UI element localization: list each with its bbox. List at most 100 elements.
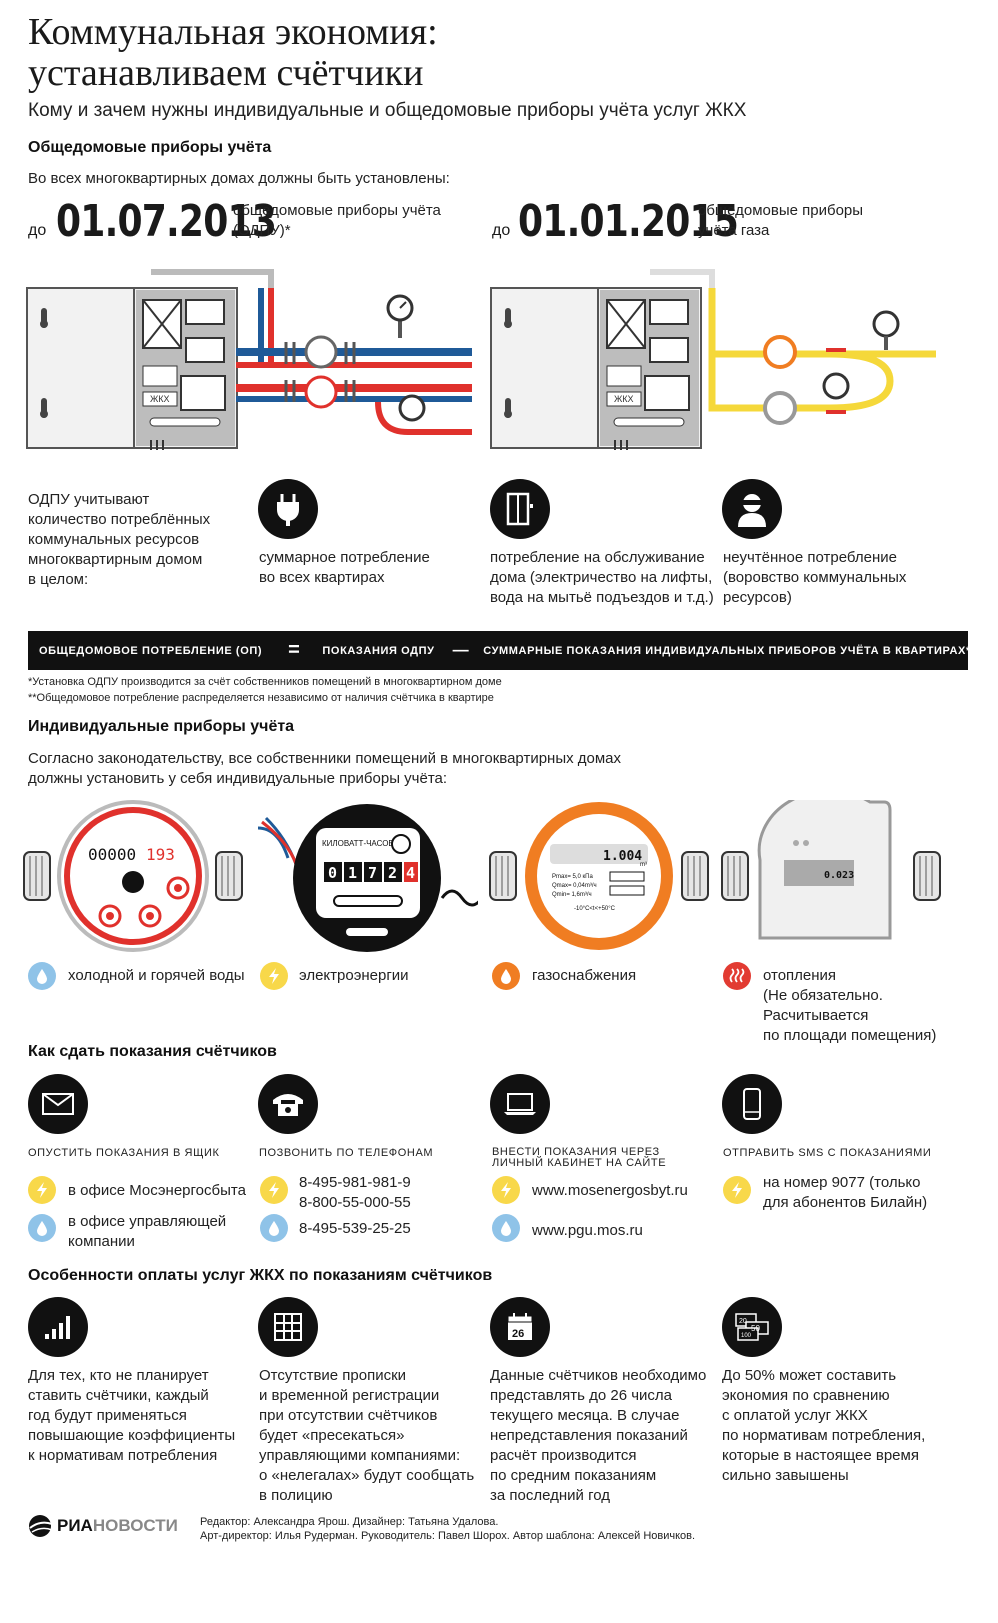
payment-line: Для тех, кто не планирует xyxy=(28,1367,209,1384)
payment-line: при отсутствии счётчиков xyxy=(259,1407,438,1424)
odpu-intro-line: количество потреблённых xyxy=(28,511,211,528)
odpu-gas-illustration: ЖКХ xyxy=(490,269,936,450)
odpu-item-line: вода на мытьё подъездов и т.д.) xyxy=(490,589,714,606)
logo-text-b: НОВОСТИ xyxy=(92,1516,178,1535)
payment-line: ставить счётчики, каждый xyxy=(28,1387,209,1404)
elevator-icon xyxy=(490,479,550,539)
panel-label-gas: ЖКХ xyxy=(614,394,634,404)
odpu-item-service: потребление на обслуживание дома (электр… xyxy=(490,548,714,608)
payment-line: по нормативам потребления, xyxy=(722,1427,926,1444)
section-submit-heading: Как сдать показания счётчиков xyxy=(28,1043,277,1060)
water-meter-digits: 00000 xyxy=(88,845,136,864)
box-water-text: в офисе управляющей компании xyxy=(68,1212,226,1252)
credits: Редактор: Александра Ярош. Дизайнер: Тат… xyxy=(200,1515,695,1543)
water-drop-icon xyxy=(260,1214,288,1242)
payment-line: к нормативам потребления xyxy=(28,1447,218,1464)
meter-type-electricity: электроэнергии xyxy=(299,967,409,984)
water-drop-icon xyxy=(492,1214,520,1242)
meter-type-heating: отопления (Не обязательно. Расчитывается… xyxy=(763,966,936,1046)
footnote-2: **Общедомовое потребление распределяется… xyxy=(28,692,494,704)
individual-intro-line1: Согласно законодательству, все собственн… xyxy=(28,750,622,767)
sms-line1: на номер 9077 (только xyxy=(763,1174,921,1191)
payment-line: представлять до 26 числа xyxy=(490,1387,673,1404)
site-water-link[interactable]: www.pgu.mos.ru xyxy=(532,1222,643,1239)
electric-meter-illustration: КИЛОВАТТ-ЧАСОВ 0 1 7 2 4 xyxy=(257,804,478,952)
deadline1-desc: общедомовые приборы учёта (ОДПУ)* xyxy=(233,201,441,241)
envelope-icon xyxy=(28,1074,88,1134)
phone-number[interactable]: 8-495-539-25-25 xyxy=(299,1220,411,1237)
section-common-heading: Общедомовые приборы учёта xyxy=(28,139,272,156)
lightning-icon xyxy=(28,1176,56,1204)
mobile-phone-icon xyxy=(722,1074,782,1134)
heating-line: отопления xyxy=(763,967,837,984)
odpu-item-line: дома (электричество на лифты, xyxy=(490,569,713,586)
formula-eq: = xyxy=(288,639,301,661)
odpu-item-theft: неучтённое потребление (воровство коммун… xyxy=(723,548,906,608)
gas-meter-illustration: 1.004 m³ Pmax= 5,0 кПа Qmax= 0,04m³/ч Qm… xyxy=(489,802,709,950)
heating-line: (Не обязательно. xyxy=(763,987,883,1004)
payment-line: и временной регистрации xyxy=(259,1387,440,1404)
odpu-item-line: во всех квартирах xyxy=(259,569,385,586)
flame-icon xyxy=(492,962,520,990)
credits-line1: Редактор: Александра Ярош. Дизайнер: Тат… xyxy=(200,1516,499,1528)
money-label: 20 xyxy=(739,1318,747,1325)
panel-label: ЖКХ xyxy=(150,394,170,404)
lightning-icon xyxy=(723,1176,751,1204)
title-line-1: Коммунальная экономия: xyxy=(28,11,438,53)
kwh-digit: 7 xyxy=(368,864,377,882)
payment-line: Данные счётчиков необходимо xyxy=(490,1367,707,1384)
payment-line: в полицию xyxy=(259,1487,333,1504)
sms-text: на номер 9077 (только для абонентов Била… xyxy=(763,1173,927,1213)
phone-elec-numbers: 8-495-981-981-9 8-800-55-000-55 xyxy=(299,1173,411,1213)
formula-right: СУММАРНЫЕ ПОКАЗАНИЯ ИНДИВИДУАЛЬНЫХ ПРИБО… xyxy=(483,644,976,657)
payment-item-savings: До 50% может составить экономия по сравн… xyxy=(722,1366,925,1486)
thief-icon xyxy=(722,479,782,539)
heat-meter-value: 0.023 xyxy=(824,870,854,881)
deadline1-date: 01.07.2013 xyxy=(56,196,277,247)
odpu-item-line: неучтённое потребление xyxy=(723,549,897,566)
payment-line: по средним показаниям xyxy=(490,1467,657,1484)
deadline2-desc-line1: общедомовые приборы xyxy=(698,202,864,219)
footnote-1: *Установка ОДПУ производится за счёт соб… xyxy=(28,676,502,688)
kwh-digit: 4 xyxy=(406,864,415,882)
payment-line: будет «пресекаться» xyxy=(259,1427,405,1444)
ria-globe-icon xyxy=(29,1515,53,1537)
kwh-digit: 0 xyxy=(328,864,337,882)
signal-bars-icon xyxy=(28,1297,88,1357)
payment-line: сильно завышены xyxy=(722,1467,849,1484)
odpu-intro-line: ОДПУ учитывают xyxy=(28,491,150,508)
method-site-title-line1: ВНЕСТИ ПОКАЗАНИЯ ЧЕРЕЗ xyxy=(492,1146,660,1158)
payment-item-registration: Отсутствие прописки и временной регистра… xyxy=(259,1366,474,1506)
phone-number[interactable]: 8-800-55-000-55 xyxy=(299,1194,411,1211)
deadline2-prefix: до xyxy=(492,222,511,239)
formula-mid: ПОКАЗАНИЯ ОДПУ xyxy=(322,644,435,657)
odpu-intro-line: многоквартирным домом xyxy=(28,551,203,568)
payment-line: год будут применяться xyxy=(28,1407,187,1424)
payment-line: До 50% может составить xyxy=(722,1367,897,1384)
phone-number[interactable]: 8-495-981-981-9 xyxy=(299,1174,411,1191)
page-subtitle: Кому и зачем нужны индивидуальные и обще… xyxy=(28,100,747,121)
payment-line: Отсутствие прописки xyxy=(259,1367,407,1384)
deadline1-desc-line1: общедомовые приборы учёта xyxy=(233,202,441,219)
method-sms-title: ОТПРАВИТЬ SMS С ПОКАЗАНИЯМИ xyxy=(723,1147,932,1159)
odpu-item-line: потребление на обслуживание xyxy=(490,549,705,566)
section-individual-heading: Индивидуальные приборы учёта xyxy=(28,718,295,735)
money-label: 100 xyxy=(741,1333,752,1339)
deadline1-prefix: до xyxy=(28,222,47,239)
gas-meter-qmax: Qmax= 0,04m³/ч xyxy=(552,883,597,889)
payment-line: расчёт производится xyxy=(490,1447,637,1464)
box-water-line2: компании xyxy=(68,1233,135,1250)
odpu-intro-line: в целом: xyxy=(28,571,89,588)
method-site-title-line2: ЛИЧНЫЙ КАБИНЕТ НА САЙТЕ xyxy=(492,1157,667,1169)
calendar-day: 26 xyxy=(512,1328,524,1340)
odpu-water-illustration: ЖКХ xyxy=(26,269,472,450)
site-elec-link[interactable]: www.mosenergosbyt.ru xyxy=(532,1182,688,1199)
page-title: Коммунальная экономия: устанавливаем счё… xyxy=(28,12,928,94)
payment-item-deadline: Данные счётчиков необходимо представлять… xyxy=(490,1366,706,1506)
heat-meter-illustration: 0.023 xyxy=(721,800,941,940)
section-individual-intro: Согласно законодательству, все собственн… xyxy=(28,749,621,789)
water-drop-icon xyxy=(28,1214,56,1242)
gas-meter-qmin: Qmin= 1,6m³/ч xyxy=(552,892,592,898)
payment-line: непредставления показаний xyxy=(490,1427,688,1444)
deadline2-date: 01.01.2015 xyxy=(518,196,739,247)
